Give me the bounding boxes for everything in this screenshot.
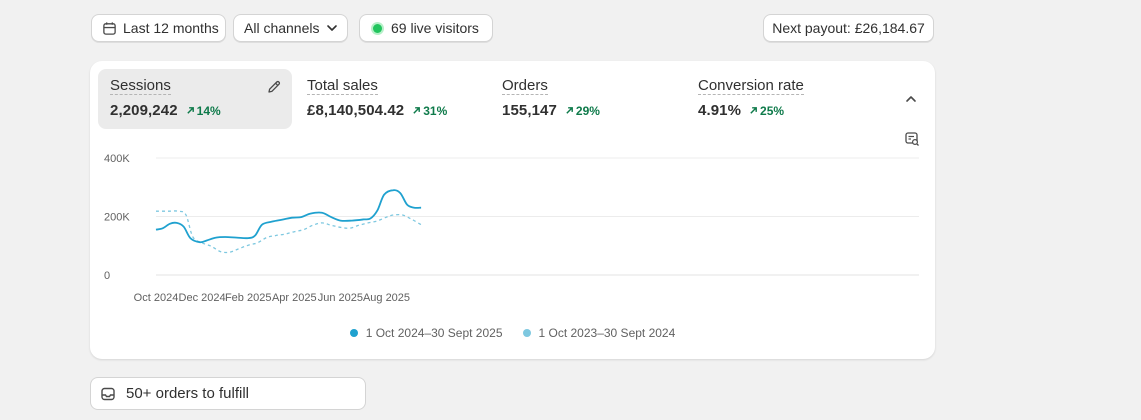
metric-delta-value: 31% (423, 103, 448, 118)
next-payout-button[interactable]: Next payout: £26,184.67 (763, 14, 934, 42)
x-tick-label: Oct 2024 (134, 292, 179, 304)
metric-tab-orders[interactable]: Orders 155,147 29% (490, 69, 680, 129)
metric-value: 2,209,242 (110, 102, 178, 119)
legend-label: 1 Oct 2023–30 Sept 2024 (538, 326, 676, 340)
view-report-icon[interactable] (904, 131, 920, 152)
analytics-card: 400K 200K 0 Oct 2024 Dec 2024 Feb 2025 Apr 202… (90, 61, 935, 359)
metric-delta: 31% (412, 104, 447, 118)
inbox-icon (100, 386, 116, 402)
metric-delta: 14% (186, 104, 221, 118)
metric-label: Conversion rate (698, 77, 804, 95)
metric-delta-value: 29% (575, 103, 600, 118)
payout-label: Next payout: £26,184.67 (772, 20, 925, 36)
y-tick-label: 200K (104, 212, 130, 224)
chevron-up-icon[interactable] (903, 91, 919, 107)
fulfill-label: 50+ orders to fulfill (126, 385, 249, 402)
metric-tab-total-sales[interactable]: Total sales £8,140,504.42 31% (295, 69, 485, 129)
channels-label: All channels (244, 20, 320, 36)
legend-dot (349, 329, 358, 337)
date-range-button[interactable]: Last 12 months (91, 14, 226, 42)
metric-label: Total sales (307, 77, 378, 95)
live-visitors-label: 69 live visitors (391, 20, 479, 36)
metric-delta: 29% (565, 104, 600, 118)
legend-label: 1 Oct 2024–30 Sept 2025 (365, 326, 503, 340)
metric-tab-conversion-rate[interactable]: Conversion rate 4.91% 25% (686, 69, 876, 129)
metric-value: £8,140,504.42 (307, 102, 405, 119)
x-tick-label: Apr 2025 (272, 292, 317, 304)
sessions-chart: 400K 200K 0 Oct 2024 Dec 2024 Feb 2025 Apr 202… (104, 153, 919, 304)
series-line-current (155, 189, 422, 244)
metric-value: 155,147 (502, 102, 557, 119)
metric-delta-value: 25% (760, 103, 785, 118)
x-tick-label: Feb 2025 (225, 292, 271, 304)
y-tick-label: 400K (104, 153, 130, 165)
arrow-up-right-icon (750, 107, 757, 114)
metric-tab-sessions[interactable]: Sessions 2,209,242 14% (98, 69, 292, 129)
arrow-up-right-icon (186, 107, 194, 114)
metric-label: Orders (502, 77, 548, 95)
legend-item-previous[interactable]: 1 Oct 2023–30 Sept 2024 (522, 326, 676, 340)
calendar-icon (102, 20, 117, 36)
x-tick-label: Dec 2024 (179, 292, 226, 304)
live-indicator-icon (373, 23, 382, 33)
pencil-icon[interactable] (266, 79, 282, 100)
metric-delta-value: 14% (196, 103, 221, 118)
live-visitors-button[interactable]: 69 live visitors (359, 14, 493, 42)
arrow-up-right-icon (566, 107, 573, 114)
channels-dropdown[interactable]: All channels (233, 14, 348, 42)
date-range-label: Last 12 months (123, 20, 219, 36)
arrow-up-right-icon (413, 107, 421, 114)
legend-dot (522, 329, 531, 337)
metric-delta: 25% (749, 104, 784, 118)
x-tick-label: Aug 2025 (363, 292, 410, 304)
y-tick-label: 0 (104, 270, 110, 282)
orders-to-fulfill-button[interactable]: 50+ orders to fulfill (90, 377, 366, 410)
legend-item-current[interactable]: 1 Oct 2024–30 Sept 2025 (349, 326, 503, 340)
chevron-down-icon (326, 20, 338, 36)
metric-value: 4.91% (698, 102, 742, 119)
metric-label: Sessions (110, 77, 171, 95)
series-line-previous (156, 210, 422, 254)
chart-legend: 1 Oct 2024–30 Sept 2025 1 Oct 2023–30 Se… (90, 326, 935, 340)
x-tick-label: Jun 2025 (318, 292, 363, 304)
